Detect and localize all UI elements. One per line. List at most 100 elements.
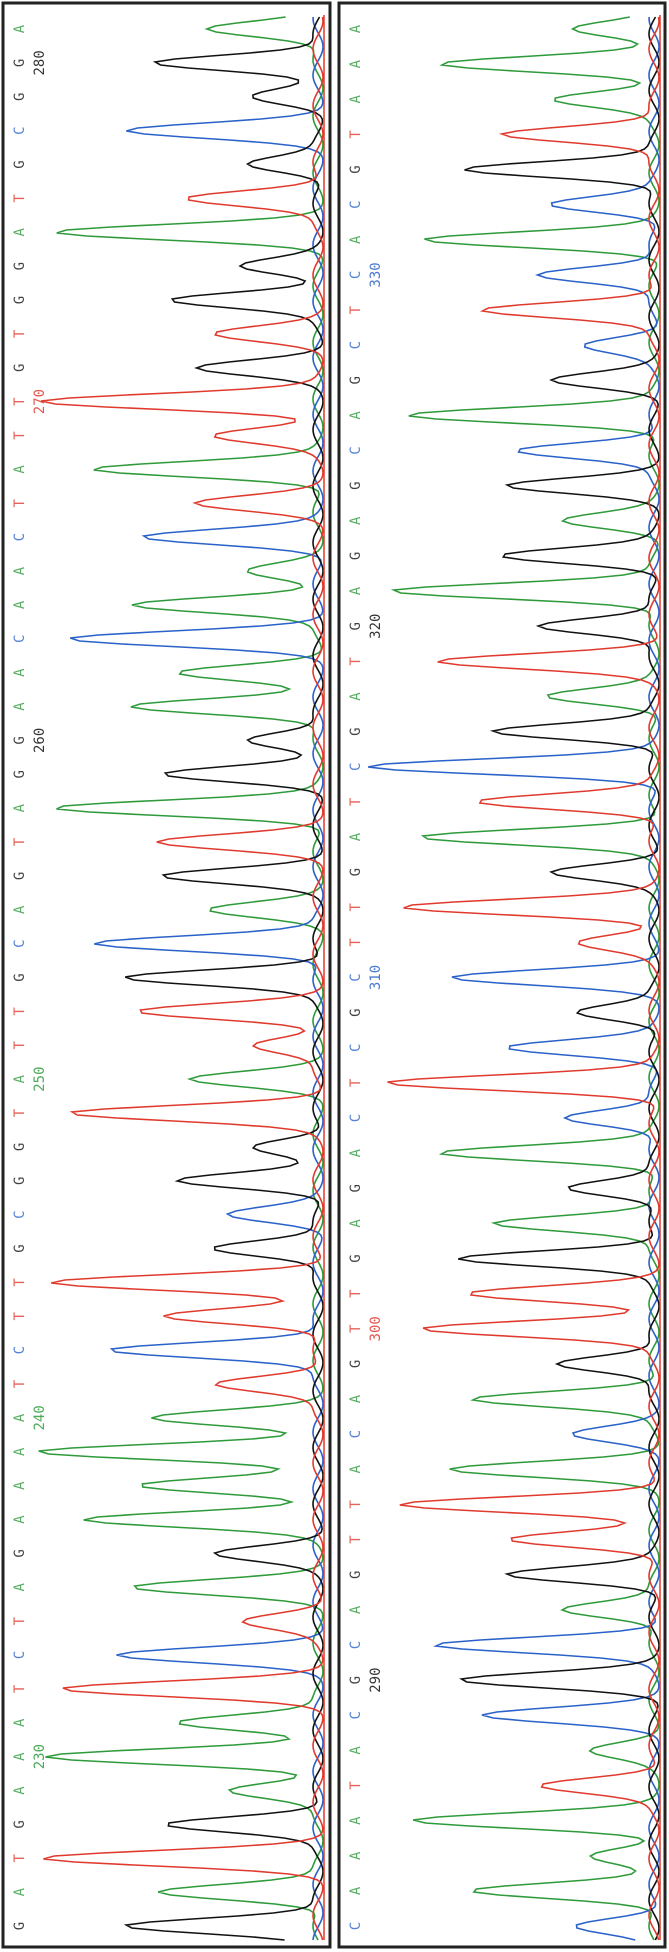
base-call: A <box>348 1219 364 1228</box>
base-call: A <box>348 1816 364 1825</box>
base-call: A <box>12 1515 28 1524</box>
base-call: G <box>348 481 364 489</box>
base-call: T <box>12 431 28 440</box>
base-call: A <box>12 1752 28 1761</box>
base-call: C <box>12 126 28 134</box>
trace-t <box>387 16 660 1941</box>
base-call: G <box>12 364 28 372</box>
base-call: A <box>348 1851 364 1860</box>
base-call: G <box>348 1008 364 1016</box>
base-call: C <box>348 341 364 349</box>
base-call: C <box>348 763 364 771</box>
base-call: G <box>12 1177 28 1185</box>
position-label: 270 <box>32 389 48 414</box>
trace-a <box>38 16 324 1941</box>
base-call: A <box>348 1886 364 1895</box>
base-call: C <box>12 1210 28 1218</box>
base-call: T <box>12 1278 28 1287</box>
base-call: A <box>348 1746 364 1755</box>
base-call: C <box>12 635 28 643</box>
base-call: T <box>348 305 364 314</box>
base-call: G <box>12 973 28 981</box>
chromatogram-panel: G A T G A A A T C T A G A A A A T C T T G C G G T A T T G C A G T A G G A A C A… <box>12 15 325 1941</box>
base-call: C <box>348 1641 364 1649</box>
base-call: T <box>12 1684 28 1693</box>
trace-t <box>40 16 324 1941</box>
position-label: 290 <box>368 1667 384 1692</box>
base-call: G <box>12 1549 28 1557</box>
position-label: 330 <box>368 262 384 287</box>
base-call: G <box>348 622 364 630</box>
base-call: C <box>348 271 364 279</box>
base-call: A <box>12 1447 28 1456</box>
base-call: A <box>12 905 28 914</box>
base-call: C <box>348 973 364 981</box>
base-call: A <box>348 1605 364 1614</box>
trace-g <box>458 16 660 1941</box>
base-call: A <box>12 600 28 609</box>
position-label: 250 <box>32 1066 48 1091</box>
base-call: C <box>348 1114 364 1122</box>
base-call: G <box>12 1820 28 1828</box>
base-call: T <box>348 938 364 947</box>
base-call: G <box>348 868 364 876</box>
position-label: 260 <box>32 728 48 753</box>
base-call: G <box>12 872 28 880</box>
base-call: T <box>12 1379 28 1388</box>
base-call: A <box>348 411 364 420</box>
base-call: A <box>12 1481 28 1490</box>
position-label: 280 <box>32 50 48 75</box>
base-call: A <box>12 668 28 677</box>
base-call: T <box>348 130 364 139</box>
base-call: C <box>348 1430 364 1438</box>
base-call: G <box>348 165 364 173</box>
position-label: 310 <box>368 965 384 990</box>
base-call: T <box>348 1500 364 1509</box>
base-call: G <box>12 1922 28 1930</box>
base-call: G <box>348 1570 364 1578</box>
base-call: C <box>348 1044 364 1052</box>
base-call: G <box>12 59 28 67</box>
base-call: T <box>348 1289 364 1298</box>
trace-g <box>123 16 324 1941</box>
base-call: G <box>348 727 364 735</box>
base-call: A <box>12 1582 28 1591</box>
base-call: G <box>12 736 28 744</box>
position-label: 320 <box>368 614 384 639</box>
base-call: T <box>12 498 28 507</box>
base-call: A <box>348 832 364 841</box>
base-call: T <box>348 902 364 911</box>
base-call: C <box>12 939 28 947</box>
base-call: A <box>348 1394 364 1403</box>
base-call: G <box>12 296 28 304</box>
base-call: T <box>12 837 28 846</box>
base-call: T <box>12 1616 28 1625</box>
base-call: A <box>348 1465 364 1474</box>
base-call: A <box>348 586 364 595</box>
base-call: T <box>12 1108 28 1117</box>
base-call: T <box>348 1078 364 1087</box>
base-call: A <box>12 227 28 236</box>
base-call: G <box>12 93 28 101</box>
position-label: 230 <box>32 1744 48 1769</box>
base-call: T <box>348 1781 364 1790</box>
base-call: G <box>348 376 364 384</box>
base-call: A <box>12 1887 28 1896</box>
base-call: G <box>12 770 28 778</box>
base-call: G <box>348 1676 364 1684</box>
base-call: A <box>12 1718 28 1727</box>
base-call: A <box>348 24 364 33</box>
base-call: A <box>12 465 28 474</box>
base-call: A <box>12 566 28 575</box>
chromatogram-panel: C A A A T A C G C A G T T A C A G T T G A G A C T C G C T T G A T C G A T G A G… <box>348 15 661 1941</box>
base-call: A <box>348 692 364 701</box>
base-call: T <box>12 194 28 203</box>
base-call: T <box>12 329 28 338</box>
base-call: C <box>348 200 364 208</box>
base-call: T <box>12 1853 28 1862</box>
base-call: C <box>348 446 364 454</box>
base-call: T <box>348 797 364 806</box>
base-call: T <box>12 397 28 406</box>
base-call: T <box>12 1040 28 1049</box>
